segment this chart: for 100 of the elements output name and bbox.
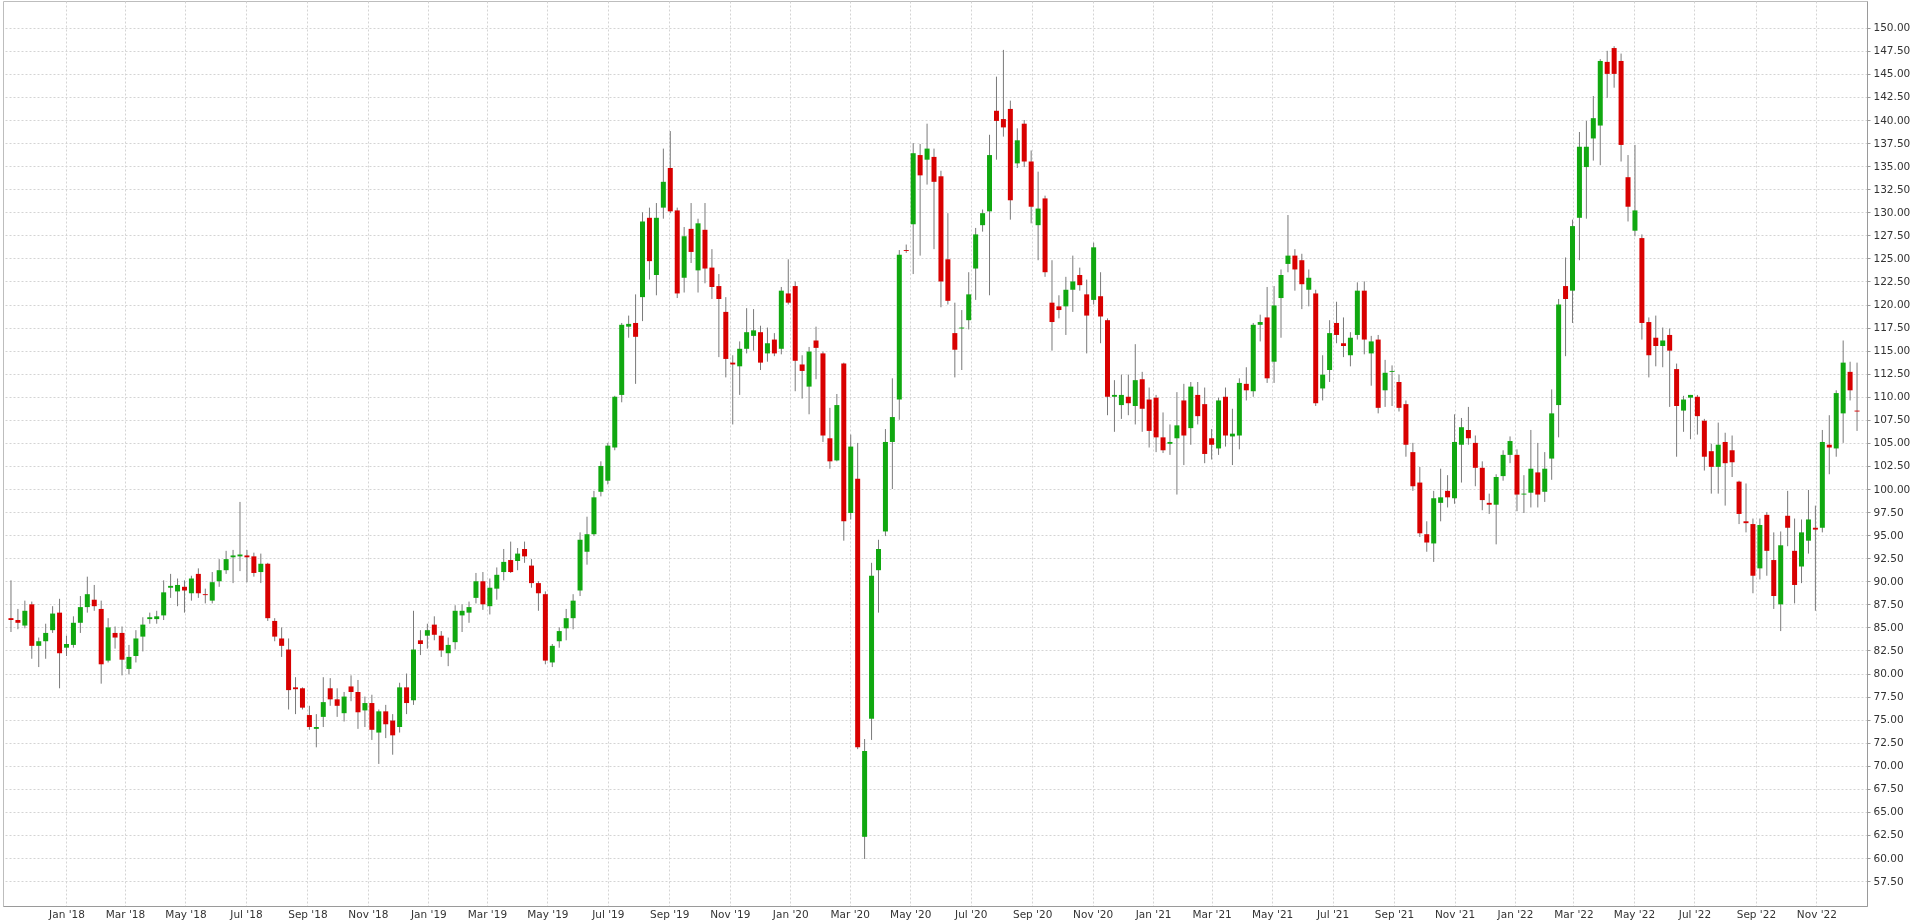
candlestick: [161, 579, 167, 621]
x-tick-label: May '21: [1251, 907, 1294, 920]
x-tick-label: Jan '22: [1496, 907, 1534, 920]
y-tick-label: 77.50: [1873, 690, 1904, 703]
candlestick: [1160, 411, 1166, 454]
y-tick-label: 145.00: [1873, 67, 1911, 80]
candlestick: [1583, 120, 1589, 220]
candlestick: [799, 354, 805, 400]
candlestick: [1424, 520, 1430, 553]
candlestick: [785, 258, 791, 306]
candlestick: [348, 674, 354, 702]
candlestick: [1347, 331, 1353, 367]
candlestick: [320, 676, 326, 728]
candlestick: [43, 623, 49, 660]
y-tick-label: 82.50: [1873, 643, 1904, 656]
candlestick: [508, 541, 514, 574]
candlestick: [1604, 50, 1610, 99]
candlestick: [1563, 256, 1569, 357]
candlestick: [64, 635, 69, 657]
y-tick-label: 120.00: [1873, 298, 1911, 311]
candlestick: [1458, 417, 1464, 484]
candlestick: [1660, 327, 1666, 368]
x-tick-label: Sep '22: [1736, 907, 1777, 920]
candlestick: [1278, 268, 1284, 339]
candlestick: [1382, 359, 1388, 408]
candlestick: [50, 605, 56, 634]
candlestick: [251, 552, 257, 578]
candlestick: [1854, 362, 1860, 432]
candlestick: [1847, 361, 1853, 401]
candlestick: [1521, 474, 1527, 514]
candlestick: [390, 713, 396, 756]
candlestick: [522, 541, 528, 564]
y-tick-label: 122.50: [1873, 274, 1911, 287]
y-tick-label: 60.00: [1873, 851, 1904, 864]
candlestick: [771, 332, 777, 357]
x-tick-label: Mar '21: [1192, 907, 1232, 920]
y-tick-label: 147.50: [1873, 44, 1911, 57]
x-tick-label: Nov '21: [1434, 907, 1476, 920]
candlestick: [209, 571, 215, 604]
candlestick: [1340, 316, 1346, 358]
x-tick-label: Jan '19: [409, 907, 447, 920]
candlestick: [1334, 301, 1340, 344]
candlestick: [764, 327, 770, 363]
candlestick: [633, 293, 639, 385]
candlestick: [431, 615, 437, 641]
candlestick: [279, 626, 285, 658]
candlestick: [126, 644, 132, 675]
candlestick: [473, 572, 479, 604]
x-tick-label: Jul '19: [591, 907, 625, 920]
y-tick-label: 117.50: [1873, 321, 1911, 334]
y-tick-label: 87.50: [1873, 597, 1904, 610]
candlestick: [112, 625, 118, 650]
candlestick: [334, 687, 340, 718]
y-tick-label: 150.00: [1873, 21, 1911, 34]
candlestick: [376, 709, 382, 765]
x-tick-label: May '18: [165, 907, 207, 920]
x-tick-label: Nov '20: [1073, 907, 1114, 920]
y-tick-label: 65.00: [1873, 805, 1904, 818]
y-tick-label: 57.50: [1873, 874, 1904, 887]
y-tick-label: 80.00: [1873, 667, 1904, 680]
x-tick-label: Jan '18: [48, 907, 85, 920]
candlestick: [1812, 505, 1818, 612]
candlestick: [1486, 493, 1492, 515]
y-tick-label: 127.50: [1873, 228, 1911, 241]
candlestick: [244, 549, 250, 583]
y-tick-label: 132.50: [1873, 182, 1911, 195]
candlestick: [1445, 474, 1451, 508]
x-tick-label: Mar '22: [1554, 907, 1594, 920]
candlestick: [1077, 267, 1083, 292]
candlestick: [293, 676, 299, 715]
candlestick: [688, 202, 694, 264]
candlestick: [980, 208, 986, 233]
x-tick-label: Jan '20: [771, 907, 809, 920]
y-tick-label: 135.00: [1873, 159, 1911, 172]
y-tick-label: 130.00: [1873, 205, 1911, 218]
candlestick: [1209, 428, 1215, 460]
y-tick-label: 95.00: [1873, 528, 1904, 541]
y-tick-label: 62.50: [1873, 828, 1904, 841]
candlestick: [1257, 314, 1263, 342]
candlestick: [1729, 435, 1735, 478]
y-tick-label: 100.00: [1873, 482, 1911, 495]
candlestick: [1299, 253, 1305, 310]
x-tick-label: Jul '18: [229, 907, 263, 920]
candlestick: [1826, 414, 1832, 475]
candlestick: [1528, 429, 1534, 508]
candlestick: [1722, 432, 1728, 507]
candlestick: [1590, 95, 1596, 162]
y-tick-label: 105.00: [1873, 436, 1911, 449]
candlestick: [1438, 468, 1444, 522]
candlestick: [570, 593, 576, 630]
candlestick: [494, 566, 500, 601]
x-tick-label: Jul '21: [1315, 907, 1350, 920]
candlestick: [827, 407, 833, 470]
candlestick: [445, 637, 451, 667]
candlestick: [424, 623, 430, 650]
candlestick: [924, 123, 930, 186]
candlestick: [1667, 328, 1673, 408]
candlestick: [1125, 374, 1131, 416]
candlestick: [272, 617, 278, 642]
candlestick: [1715, 422, 1721, 495]
